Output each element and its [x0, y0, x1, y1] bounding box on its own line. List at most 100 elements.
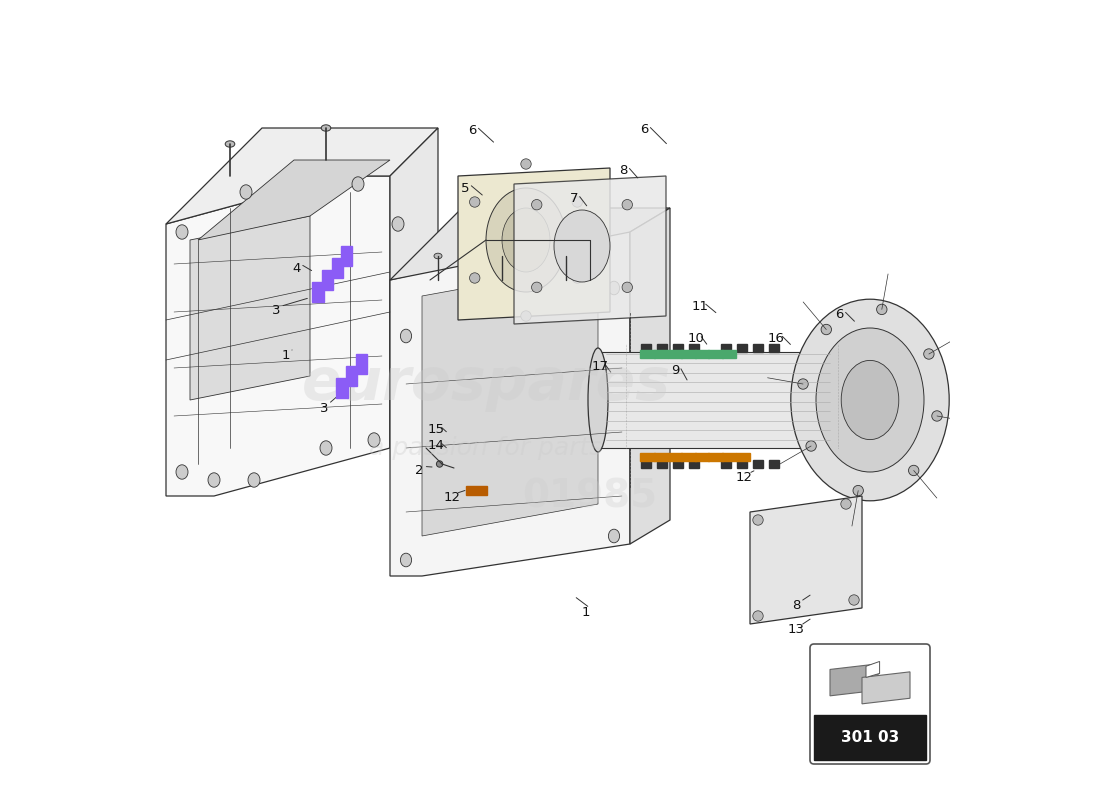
Text: 3: 3 [320, 402, 329, 414]
Bar [312, 282, 323, 302]
Bar [695, 350, 710, 358]
Bar [341, 246, 352, 266]
Bar [690, 344, 698, 352]
Text: 7: 7 [570, 192, 579, 205]
Ellipse shape [520, 310, 531, 322]
Ellipse shape [470, 197, 480, 207]
Ellipse shape [248, 473, 260, 487]
Ellipse shape [434, 253, 442, 258]
Polygon shape [166, 176, 390, 496]
Ellipse shape [226, 141, 234, 147]
Ellipse shape [842, 360, 899, 440]
Text: 01985: 01985 [522, 477, 658, 515]
Ellipse shape [572, 273, 583, 283]
Bar [654, 453, 669, 461]
Text: 1: 1 [282, 350, 290, 362]
Bar [657, 344, 667, 352]
Polygon shape [630, 208, 670, 544]
Text: 5: 5 [461, 182, 470, 194]
Ellipse shape [400, 329, 411, 342]
Ellipse shape [752, 611, 763, 621]
Bar [737, 460, 747, 468]
Text: 15: 15 [427, 423, 444, 436]
Bar [346, 366, 358, 386]
FancyBboxPatch shape [810, 644, 930, 764]
Ellipse shape [877, 304, 887, 314]
Text: 3: 3 [272, 304, 280, 317]
Bar [769, 460, 779, 468]
Bar [754, 344, 762, 352]
Bar [466, 486, 487, 495]
Ellipse shape [520, 158, 531, 170]
Ellipse shape [608, 282, 619, 295]
Bar [722, 460, 730, 468]
Bar [673, 460, 683, 468]
Bar [322, 270, 333, 290]
Ellipse shape [498, 253, 506, 258]
Polygon shape [390, 232, 630, 576]
Text: 6: 6 [835, 308, 844, 321]
Text: 12: 12 [443, 491, 460, 504]
Text: eurospares: eurospares [301, 355, 671, 413]
Ellipse shape [320, 441, 332, 455]
Bar [673, 344, 683, 352]
Ellipse shape [321, 125, 331, 131]
Ellipse shape [368, 433, 379, 447]
Text: 11: 11 [691, 300, 708, 313]
Text: 4: 4 [293, 262, 300, 274]
Polygon shape [190, 216, 310, 400]
Text: 301 03: 301 03 [840, 730, 899, 745]
Ellipse shape [849, 595, 859, 605]
Ellipse shape [588, 348, 608, 452]
Polygon shape [198, 160, 390, 240]
Polygon shape [598, 352, 838, 448]
Bar [657, 460, 667, 468]
Bar [668, 350, 682, 358]
Bar [814, 715, 926, 760]
Bar [736, 453, 750, 461]
Ellipse shape [608, 530, 619, 542]
Ellipse shape [562, 253, 570, 258]
Ellipse shape [400, 554, 411, 566]
Bar [769, 344, 779, 352]
Bar [695, 453, 710, 461]
Polygon shape [422, 264, 598, 536]
Polygon shape [862, 672, 910, 704]
Bar [737, 344, 747, 352]
Text: 8: 8 [792, 599, 801, 612]
Ellipse shape [791, 299, 949, 501]
Bar [708, 453, 723, 461]
Text: 13: 13 [788, 623, 805, 636]
Ellipse shape [531, 199, 542, 210]
Ellipse shape [392, 217, 404, 231]
Bar [722, 350, 736, 358]
Polygon shape [390, 128, 438, 448]
Polygon shape [830, 664, 878, 696]
Ellipse shape [752, 515, 763, 525]
Ellipse shape [852, 486, 864, 496]
Ellipse shape [437, 461, 443, 467]
Ellipse shape [932, 410, 943, 421]
Ellipse shape [623, 282, 632, 293]
Ellipse shape [828, 348, 848, 452]
Ellipse shape [176, 465, 188, 479]
Bar [641, 460, 651, 468]
Ellipse shape [821, 324, 832, 334]
Ellipse shape [528, 258, 540, 270]
Bar [337, 378, 348, 398]
Polygon shape [458, 168, 610, 320]
Polygon shape [750, 496, 862, 624]
Text: 2: 2 [416, 464, 424, 477]
Ellipse shape [554, 210, 610, 282]
Text: 6: 6 [469, 124, 476, 137]
Bar [722, 453, 736, 461]
Text: 10: 10 [688, 332, 704, 345]
Bar [754, 460, 762, 468]
Bar [690, 460, 698, 468]
Text: 1: 1 [582, 606, 591, 618]
Text: 9: 9 [671, 364, 680, 377]
Text: 6: 6 [640, 123, 649, 136]
Bar [668, 453, 682, 461]
Bar [681, 453, 695, 461]
Polygon shape [166, 128, 438, 224]
